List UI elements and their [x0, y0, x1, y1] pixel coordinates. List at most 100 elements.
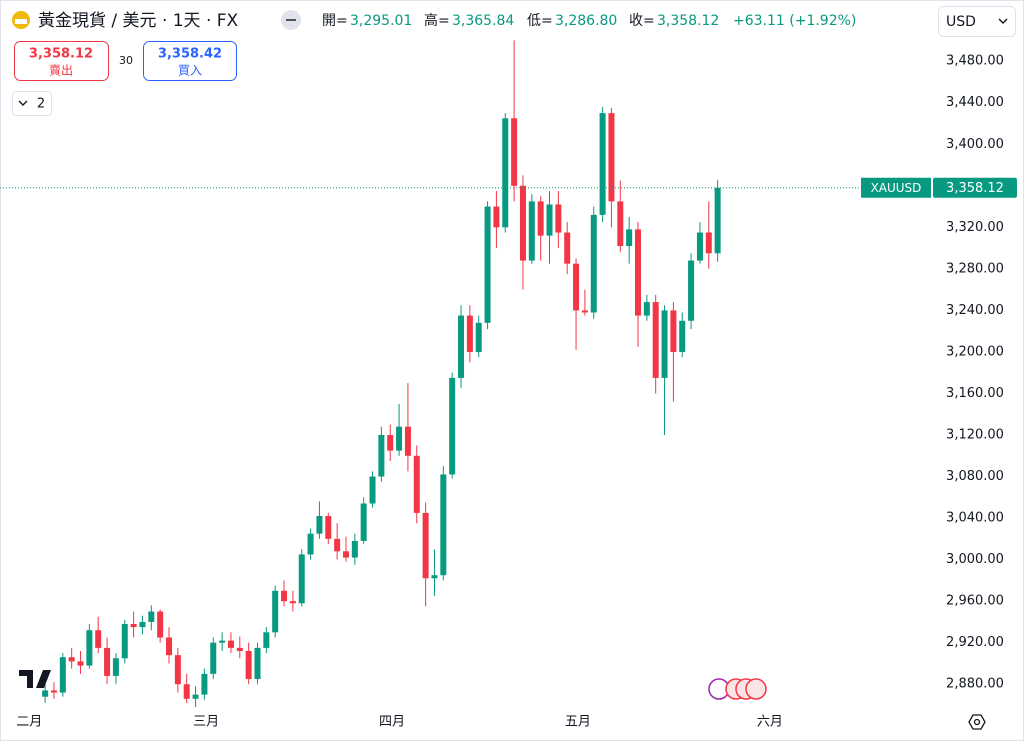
- y-tick-label: 3,480.00: [946, 54, 1004, 69]
- candle-body: [121, 624, 128, 659]
- candle-body: [617, 201, 624, 247]
- candle-body: [652, 302, 659, 378]
- candle-body: [130, 624, 137, 628]
- candle-body: [546, 204, 553, 236]
- candle-body: [289, 601, 296, 604]
- buy-button[interactable]: [143, 41, 237, 81]
- candle-body: [210, 642, 217, 674]
- candle-body: [59, 657, 66, 693]
- y-tick-label: 3,440.00: [946, 95, 1004, 110]
- candle-body: [493, 206, 500, 228]
- candle-body: [236, 647, 243, 652]
- buy-price: 3,358.42: [158, 47, 222, 62]
- candle-body: [688, 260, 695, 321]
- candle-body: [404, 426, 411, 456]
- candle-body: [183, 684, 190, 699]
- quote-label: 高=: [424, 12, 450, 29]
- currency-select[interactable]: [938, 6, 1016, 37]
- settings-icon[interactable]: [968, 714, 986, 730]
- candle-body: [219, 640, 226, 643]
- candle-body: [626, 229, 633, 247]
- candle-body: [466, 315, 473, 352]
- sell-label: 賣出: [49, 63, 73, 78]
- candle-body: [351, 540, 358, 558]
- candle-body: [661, 310, 668, 378]
- candle-body: [387, 435, 394, 451]
- last-price-label: 3,358.12: [946, 181, 1004, 196]
- candle-body: [157, 611, 164, 638]
- y-tick-label: 3,400.00: [946, 137, 1004, 152]
- y-tick-label: 3,000.00: [946, 552, 1004, 567]
- candle-body: [599, 113, 606, 215]
- sell-button[interactable]: [14, 41, 109, 81]
- candle-body: [608, 113, 615, 202]
- candle-body: [342, 551, 349, 558]
- candle-body: [77, 661, 84, 666]
- candle-body: [564, 232, 571, 264]
- price-tag: [933, 177, 1017, 198]
- y-tick-label: 2,960.00: [946, 594, 1004, 609]
- toggle-arrow: [18, 100, 28, 106]
- y-tick-label: 3,320.00: [946, 220, 1004, 235]
- currency: USD: [946, 14, 976, 30]
- candle-body: [227, 640, 234, 648]
- candle-body: [484, 206, 491, 323]
- quote-label: 低=: [527, 13, 553, 29]
- candle-body: [263, 632, 270, 648]
- candle-body: [50, 690, 57, 693]
- candle-body: [174, 655, 181, 685]
- candle-body: [245, 651, 252, 680]
- candle-body: [378, 435, 385, 477]
- quote-label: 收=: [629, 13, 655, 29]
- candle-body: [449, 377, 456, 475]
- candle-body: [254, 647, 261, 680]
- candle-body: [679, 320, 686, 352]
- collapse-icon: [286, 19, 296, 21]
- candle-body: [369, 476, 376, 504]
- quote-value: 3,295.01: [350, 13, 412, 29]
- candle-body: [670, 310, 677, 352]
- x-tick-label: 五月: [565, 715, 591, 730]
- candle-body: [42, 690, 49, 697]
- candle-body: [458, 315, 465, 378]
- candle-body: [166, 637, 173, 656]
- quote-value: 3,286.80: [555, 13, 617, 29]
- buy-label: 買入: [178, 64, 202, 78]
- indicators-toggle[interactable]: [12, 91, 52, 116]
- quote-label: 開=: [322, 13, 348, 29]
- candle-body: [307, 533, 314, 555]
- x-tick-label: 四月: [379, 715, 405, 730]
- symbol-name: XAUUSD: [871, 181, 922, 195]
- candle-body: [431, 575, 438, 579]
- sell-price: 3,358.12: [29, 47, 93, 62]
- candle-body: [440, 474, 447, 576]
- event-icon[interactable]: [745, 678, 767, 700]
- candle-body: [705, 232, 712, 254]
- symbol-icon-bar: [15, 19, 27, 24]
- candle-body: [112, 658, 119, 676]
- candle-body: [95, 630, 102, 648]
- candle-body: [281, 590, 288, 602]
- x-tick-label: 三月: [193, 715, 219, 730]
- y-tick-label: 2,880.00: [946, 677, 1004, 692]
- candle-body: [325, 516, 332, 539]
- dropdown-arrow: [998, 18, 1008, 24]
- candle-body: [360, 503, 367, 541]
- spread: 30: [119, 54, 133, 67]
- quote: 開= 3,295.01 高= 3,365.84 低= 3,286.80 收= 3,358.12: [322, 12, 719, 29]
- candle-body: [696, 232, 703, 261]
- quote-value: 3,358.12: [657, 13, 719, 29]
- change: +63.11 (+1.92%): [733, 13, 856, 29]
- candle-body: [528, 201, 535, 261]
- candle-body: [298, 554, 305, 604]
- candle-body: [68, 657, 75, 662]
- candle-body: [537, 201, 544, 236]
- candle-body: [192, 694, 199, 699]
- y-tick-label: 3,080.00: [946, 469, 1004, 484]
- candle-body: [272, 590, 279, 633]
- candle-body: [475, 322, 482, 352]
- symbol-tag: [861, 177, 931, 198]
- candle-body: [139, 621, 146, 628]
- title: 黃金現貨 / 美元 · 1天 · FX: [38, 11, 239, 31]
